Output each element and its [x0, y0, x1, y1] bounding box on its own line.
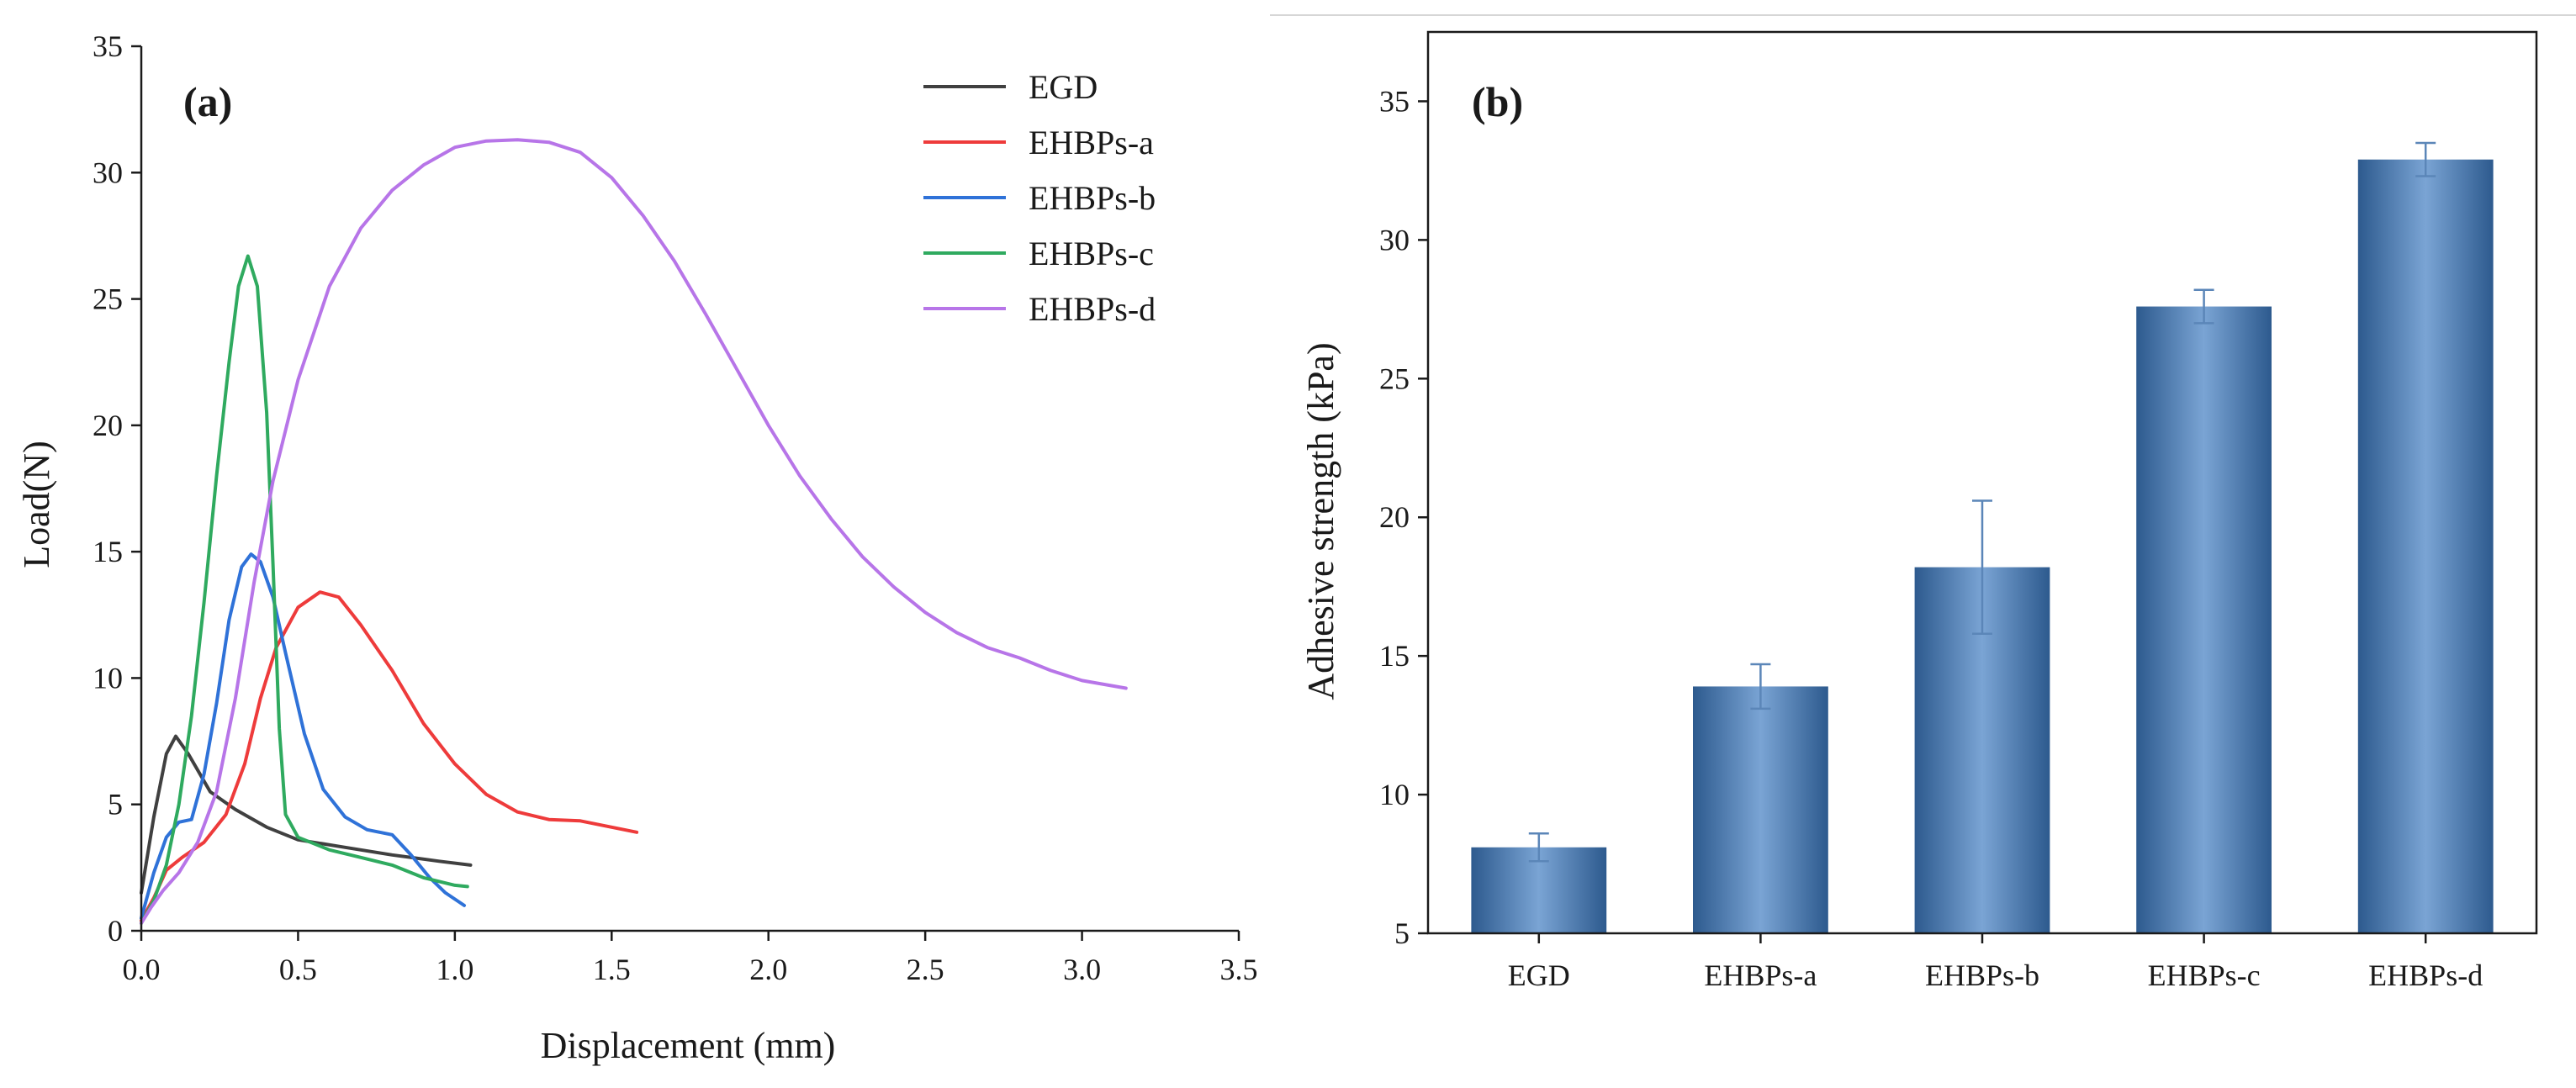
y-tick-label: 35 [93, 29, 123, 63]
y-tick-label: 5 [1394, 916, 1410, 950]
x-tick-label: 3.5 [1220, 953, 1258, 986]
y-tick-label: 30 [93, 156, 123, 189]
x-tick-label: 0.5 [279, 953, 317, 986]
chart-b-panel-label: (b) [1472, 78, 1523, 125]
y-tick-label: 20 [1379, 500, 1410, 534]
x-tick-label-ehbps-a: EHBPs-a [1704, 959, 1817, 992]
y-tick-label: 35 [1379, 84, 1410, 118]
chart-b-bars [1471, 141, 2494, 933]
legend-label-ehbps-d: EHBPs-d [1029, 290, 1156, 328]
chart-a-panel-label: (a) [183, 78, 232, 125]
series-line-egd [140, 734, 473, 895]
legend-label-ehbps-a: EHBPs-a [1029, 124, 1154, 161]
chart-a-series [140, 138, 1128, 925]
x-tick-label: 1.0 [436, 953, 473, 986]
chart-a-legend: EGD EHBPs-a EHBPs-b EHBPs-c EHBPs-d [923, 68, 1156, 328]
series-line-ehbps-d [140, 138, 1128, 925]
x-tick-label: 2.5 [907, 953, 944, 986]
legend-label-ehbps-c: EHBPs-c [1029, 235, 1154, 272]
chart-b: EGD EHBPs-a EHBPs-b EHBPs-c EHBPs-d 5 10 15 20 25… [1300, 30, 2538, 992]
y-tick-label: 30 [1379, 223, 1410, 256]
legend-label-egd: EGD [1029, 68, 1098, 106]
chart-a: 0.0 0.5 1.0 1.5 2.0 2.5 3.0 3.5 0 5 10 15 20 25 30 35 (… [16, 29, 1258, 1066]
x-tick-label-egd: EGD [1508, 959, 1570, 992]
y-tick-label: 15 [1379, 639, 1410, 673]
y-tick-label: 0 [108, 914, 123, 948]
x-tick-label-ehbps-b: EHBPs-b [1925, 959, 2039, 992]
series-line-ehbps-b [140, 552, 466, 920]
bar-ehbps-c [2136, 306, 2272, 933]
x-tick-label: 1.5 [593, 953, 631, 986]
chart-b-y-axis-title: Adhesive strength (kPa) [1300, 342, 1341, 700]
x-tick-label-ehbps-c: EHBPs-c [2148, 959, 2261, 992]
chart-a-x-axis-title: Displacement (mm) [541, 1025, 836, 1066]
chart-a-y-axis-title: Load(N) [16, 441, 57, 568]
series-line-ehbps-a [140, 590, 639, 922]
x-tick-label-ehbps-d: EHBPs-d [2368, 959, 2483, 992]
x-tick-label: 3.0 [1063, 953, 1101, 986]
chart-b-axes: EGD EHBPs-a EHBPs-b EHBPs-c EHBPs-d 5 10 15 20 25… [1379, 30, 2538, 992]
y-tick-label: 20 [93, 409, 123, 442]
bar-ehbps-d [2357, 159, 2494, 933]
y-tick-label: 15 [93, 535, 123, 568]
y-tick-label: 10 [93, 661, 123, 695]
y-tick-label: 25 [1379, 362, 1410, 395]
bar-ehbps-a [1693, 686, 1828, 933]
x-tick-label: 0.0 [123, 953, 161, 986]
chart-b-frame [1426, 30, 2538, 935]
y-tick-label: 25 [93, 283, 123, 316]
y-tick-label: 5 [108, 788, 123, 821]
chart-a-axes: 0.0 0.5 1.0 1.5 2.0 2.5 3.0 3.5 0 5 10 15 20 25 30 35 [93, 29, 1258, 986]
y-tick-label: 10 [1379, 778, 1410, 811]
series-line-ehbps-c [140, 254, 469, 925]
legend-label-ehbps-b: EHBPs-b [1029, 179, 1156, 217]
x-tick-label: 2.0 [749, 953, 787, 986]
